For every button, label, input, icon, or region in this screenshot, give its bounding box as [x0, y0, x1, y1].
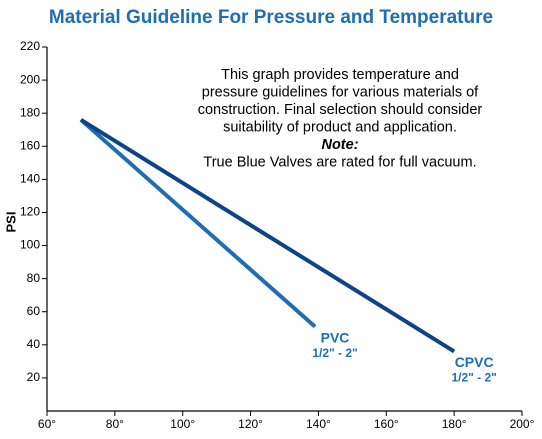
y-tick-label: 60 [27, 304, 41, 318]
series-size-label: 1/2" - 2" [312, 346, 357, 360]
series-label: CPVC [455, 354, 494, 370]
y-tick-label: 80 [27, 271, 41, 285]
y-tick-label: 20 [27, 370, 41, 384]
series-label: PVC [321, 329, 350, 345]
note-line: This graph provides temperature and [221, 67, 459, 83]
series-line [79, 118, 317, 329]
y-tick-label: 100 [20, 238, 40, 252]
y-axis-label: PSI [3, 212, 18, 233]
chart-title: Material Guideline For Pressure and Temp… [49, 7, 493, 28]
x-tick-label: 140° [306, 417, 331, 431]
x-tick-label: 100° [170, 417, 195, 431]
note-line: construction. Final selection should con… [198, 102, 483, 118]
y-tick-label: 160 [20, 138, 40, 152]
note-line: pressure guidelines for various material… [202, 84, 479, 100]
y-tick-label: 40 [27, 337, 41, 351]
series-line [79, 118, 456, 354]
y-tick-label: 180 [20, 105, 40, 119]
x-tick-label: 60° [38, 417, 56, 431]
note-line: suitability of product and application. [223, 119, 457, 135]
note-line: True Blue Valves are rated for full vacu… [203, 154, 476, 170]
x-tick-label: 80° [106, 417, 124, 431]
y-tick-label: 120 [20, 205, 40, 219]
x-tick-label: 200° [510, 417, 535, 431]
x-tick-label: 180° [442, 417, 467, 431]
series-size-label: 1/2" - 2" [451, 371, 496, 385]
x-tick-label: 160° [374, 417, 399, 431]
y-tick-label: 140 [20, 172, 40, 186]
x-tick-label: 120° [238, 417, 263, 431]
y-tick-label: 200 [20, 72, 40, 86]
y-tick-label: 220 [20, 39, 40, 53]
note-line: Note: [321, 137, 358, 153]
